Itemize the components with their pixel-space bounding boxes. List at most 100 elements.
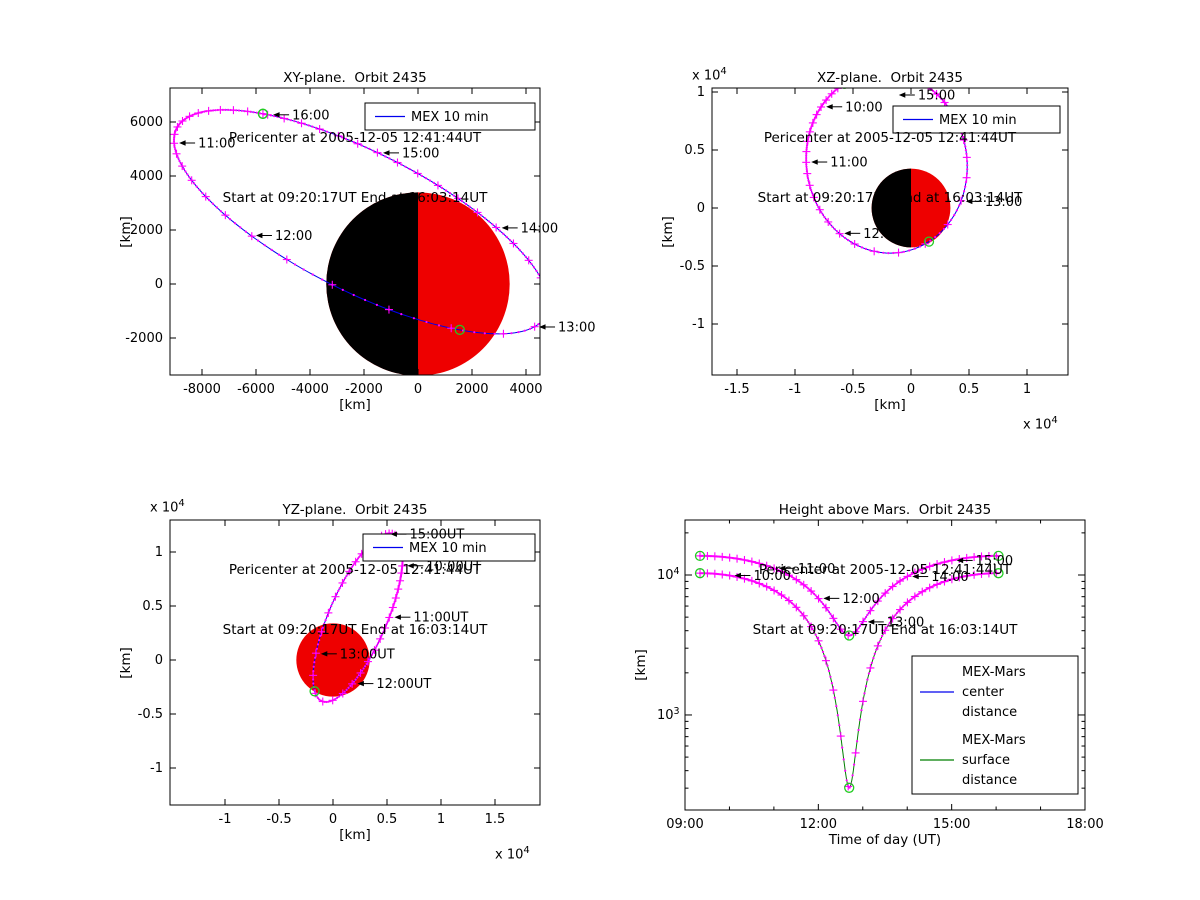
two-min-dot <box>805 167 808 171</box>
xz-title-line1: XZ-plane. Orbit 2435 <box>817 70 963 86</box>
yz-ylabel: [km] <box>118 646 134 679</box>
annotation-arrowhead <box>394 614 401 620</box>
two-min-dot <box>857 728 860 732</box>
y-tick-label: 4000 <box>130 169 163 184</box>
legend-label: MEX 10 min <box>411 110 489 125</box>
two-min-dot <box>307 124 310 127</box>
two-min-dot <box>786 598 789 601</box>
two-min-dot <box>547 295 549 297</box>
two-min-dot <box>523 329 526 332</box>
two-min-dot <box>342 579 345 582</box>
two-min-dot <box>524 255 527 258</box>
two-min-dot <box>801 612 804 616</box>
two-min-dot <box>867 672 871 675</box>
two-min-dot <box>338 587 341 590</box>
two-min-dot <box>316 696 319 700</box>
y-tick-label: -2000 <box>125 331 163 346</box>
two-min-dot <box>872 605 875 608</box>
two-min-dot <box>392 159 395 162</box>
two-min-dot <box>831 225 834 228</box>
two-min-dot <box>885 590 888 593</box>
two-min-dot <box>950 218 953 221</box>
annotation-arrowhead <box>734 572 741 579</box>
xy-ylabel: [km] <box>118 215 134 248</box>
two-min-dot <box>184 170 187 173</box>
annotation-label: 11:00 <box>198 136 235 151</box>
two-min-dot <box>380 153 383 156</box>
two-min-dot <box>805 586 808 589</box>
axes-box <box>169 87 541 376</box>
two-min-dot <box>806 177 810 180</box>
two-min-dot <box>244 230 247 233</box>
two-min-dot <box>848 786 851 789</box>
x-tick-label: 2000 <box>455 382 488 397</box>
two-min-dot <box>863 618 866 621</box>
two-min-dot <box>945 103 948 106</box>
two-min-dot <box>913 247 916 250</box>
two-min-dot <box>833 619 836 622</box>
two-min-dot <box>389 612 392 615</box>
subplot-yz: -1 -0.5 0 0.5 1 1.5 1 0.5 0 -0.5 -1 MEX 10 min15:00… <box>138 519 541 827</box>
two-min-dot <box>813 118 816 121</box>
two-min-dot <box>857 244 860 247</box>
two-min-dot <box>487 220 490 223</box>
two-min-dot <box>844 769 847 772</box>
annotation-arrowhead <box>965 198 973 205</box>
two-min-dot <box>349 684 352 688</box>
two-min-dot <box>179 162 182 165</box>
y-tick-label: 1 <box>697 85 705 100</box>
two-min-dot <box>344 137 348 140</box>
x-tick-label: -0.5 <box>840 382 865 397</box>
legend-label: MEX-Mars <box>962 665 1026 680</box>
annotation-arrowhead <box>357 680 364 687</box>
two-min-dot <box>878 598 881 601</box>
two-min-dot <box>289 119 293 122</box>
x-tick-label: 0.5 <box>377 812 398 827</box>
legend-label: MEX 10 min <box>939 113 1017 128</box>
two-min-dot <box>548 301 550 303</box>
two-min-dot <box>357 674 360 677</box>
two-min-dot <box>964 145 967 148</box>
two-min-dot <box>311 273 314 276</box>
two-min-dot <box>341 288 344 291</box>
two-min-dot <box>193 113 196 116</box>
two-min-dot <box>257 239 260 242</box>
two-min-dot <box>352 141 355 144</box>
two-min-dot <box>817 206 820 209</box>
two-min-dot <box>375 303 378 306</box>
two-min-dot <box>827 669 831 673</box>
two-min-dot <box>328 608 331 611</box>
plot-area-xz <box>802 88 971 257</box>
two-min-dot <box>452 194 456 197</box>
two-min-dot <box>823 216 826 219</box>
two-min-dot <box>515 245 518 248</box>
two-min-dot <box>357 557 360 560</box>
annotation-label: 10:00 <box>845 100 882 115</box>
xy-title-line3: Start at 09:20:17UT End at 16:03:14UT <box>222 190 488 206</box>
two-min-dot <box>807 587 810 590</box>
two-min-dot <box>546 291 548 293</box>
event-marker-circle <box>844 782 855 793</box>
two-min-dot <box>811 591 814 594</box>
two-min-dot <box>816 203 819 206</box>
two-min-dot <box>537 273 540 276</box>
two-min-dot <box>838 724 841 727</box>
two-min-dot <box>293 120 296 123</box>
two-min-dot <box>293 263 297 266</box>
two-min-dot <box>191 113 194 116</box>
two-min-dot <box>376 642 380 645</box>
two-min-dot <box>193 182 196 185</box>
two-min-dot <box>318 639 321 642</box>
annotation-arrowhead <box>844 230 851 237</box>
two-min-dot <box>532 266 536 269</box>
two-min-dot <box>228 218 232 221</box>
two-min-dot <box>393 602 396 605</box>
axes-box <box>169 519 541 806</box>
two-min-dot <box>237 109 241 112</box>
two-min-dot <box>325 615 329 618</box>
two-min-dot <box>388 157 391 160</box>
two-min-dot <box>530 262 533 265</box>
two-min-dot <box>537 323 540 326</box>
event-marker-circle <box>694 568 706 579</box>
two-min-dot <box>316 643 320 646</box>
